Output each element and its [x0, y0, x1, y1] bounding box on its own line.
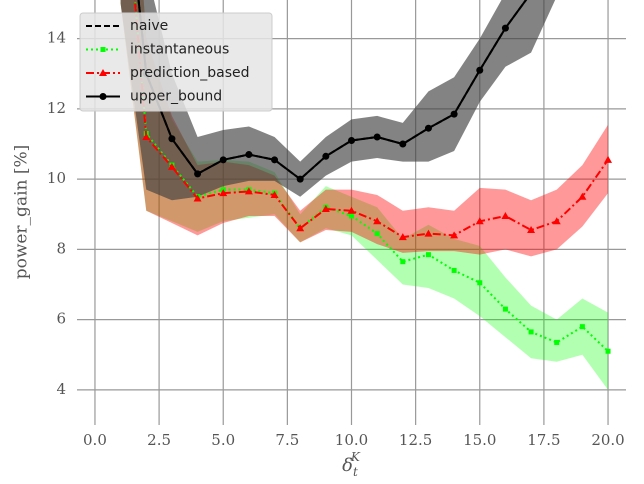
- marker: [425, 252, 431, 258]
- marker: [245, 151, 253, 159]
- legend-marker: [99, 93, 107, 100]
- marker: [424, 229, 433, 237]
- marker: [501, 212, 510, 220]
- y-tick-label: 8: [56, 239, 66, 257]
- marker: [347, 206, 356, 214]
- x-tick-label: 12.5: [399, 431, 432, 449]
- series-line: [137, 0, 528, 181]
- marker: [450, 231, 459, 239]
- marker: [552, 217, 561, 225]
- y-tick-label: 10: [47, 169, 66, 187]
- x-axis-label: δtK: [342, 450, 361, 479]
- x-tick-label: 7.5: [275, 431, 299, 449]
- y-axis-label: power_gain [%]: [12, 145, 32, 280]
- marker: [322, 152, 330, 160]
- marker: [579, 324, 585, 330]
- marker: [349, 213, 354, 219]
- y-tick-label: 6: [56, 310, 66, 328]
- y-tick-label: 14: [47, 29, 66, 47]
- marker: [168, 135, 176, 143]
- marker: [528, 329, 534, 335]
- marker: [219, 189, 228, 197]
- marker: [400, 259, 406, 265]
- marker: [578, 192, 587, 200]
- x-tick-label: 0.0: [83, 431, 107, 449]
- marker: [142, 132, 151, 140]
- marker: [296, 224, 305, 232]
- marker: [296, 175, 304, 183]
- x-tick-label: 17.5: [527, 431, 560, 449]
- x-label-sub: t: [353, 465, 358, 479]
- marker: [424, 124, 432, 132]
- marker: [321, 204, 330, 212]
- marker: [501, 24, 509, 32]
- ticks: 0.0 2.5 5.0 7.5 10.0 12.5 15.0 17.5 20.0 4 6 8 10 12 1…: [47, 29, 625, 449]
- legend-marker: [100, 47, 106, 52]
- marker: [373, 217, 382, 225]
- marker: [398, 233, 407, 241]
- legend-label: upper_bound: [130, 89, 222, 105]
- marker: [270, 190, 279, 198]
- legend-label: prediction_based: [130, 65, 250, 81]
- marker: [193, 194, 202, 202]
- marker: [373, 133, 381, 141]
- marker: [271, 156, 279, 164]
- marker: [167, 162, 176, 170]
- marker: [604, 155, 613, 163]
- legend-label: naive: [130, 18, 168, 34]
- x-label-base: δ: [342, 455, 353, 476]
- x-tick-label: 20.0: [591, 431, 624, 449]
- x-tick-label: 15.0: [463, 431, 496, 449]
- marker: [476, 66, 484, 74]
- series-line: [133, 0, 609, 239]
- marker: [605, 348, 611, 354]
- y-tick-label: 4: [56, 380, 66, 398]
- confidence-band: [120, 0, 609, 390]
- plot-area: [120, 0, 613, 390]
- marker: [475, 217, 484, 225]
- marker: [477, 280, 483, 286]
- marker: [374, 231, 380, 237]
- marker: [219, 156, 227, 164]
- marker: [502, 306, 508, 312]
- x-tick-label: 10.0: [335, 431, 368, 449]
- legend-box: [79, 12, 273, 112]
- x-tick-label: 5.0: [211, 431, 235, 449]
- series-line: [134, 0, 609, 352]
- marker: [451, 267, 457, 273]
- legend: naive instantaneous prediction_based upper_…: [79, 12, 273, 112]
- marker: [527, 226, 536, 234]
- legend-marker: [99, 69, 107, 76]
- marker: [348, 136, 355, 144]
- x-label-sup: K: [350, 450, 361, 464]
- x-tick-label: 2.5: [147, 431, 171, 449]
- marker: [450, 110, 458, 118]
- marker: [194, 170, 202, 178]
- marker: [554, 339, 560, 345]
- confidence-band: [120, 0, 556, 201]
- marker: [244, 187, 253, 195]
- marker: [399, 140, 407, 148]
- legend-label: instantaneous: [130, 42, 229, 58]
- y-tick-label: 12: [47, 99, 66, 117]
